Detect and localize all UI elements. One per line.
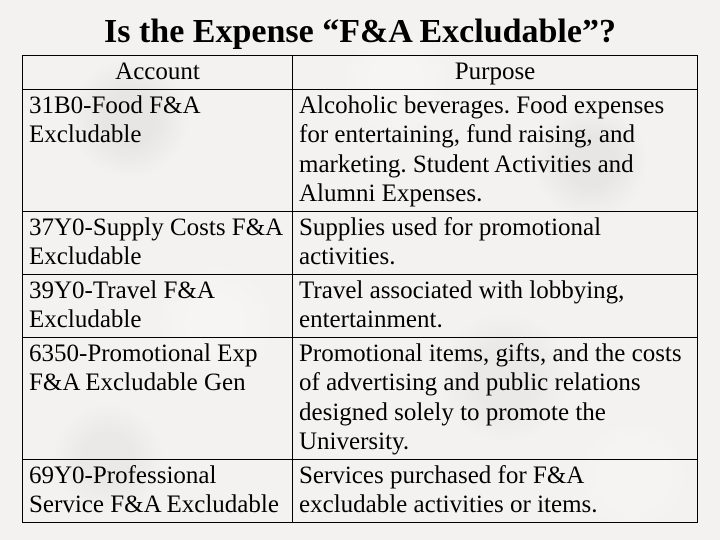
cell-account: 39Y0-Travel F&A Excludable bbox=[23, 274, 293, 337]
table-row: 37Y0-Supply Costs F&A Excludable Supplie… bbox=[23, 211, 698, 274]
table-row: 69Y0-Professional Service F&A Excludable… bbox=[23, 459, 698, 522]
expense-table: Account Purpose 31B0-Food F&A Excludable… bbox=[22, 55, 698, 523]
cell-purpose: Supplies used for promotional activities… bbox=[293, 211, 698, 274]
page-title: Is the Expense “F&A Excludable”? bbox=[22, 12, 698, 51]
table-row: 39Y0-Travel F&A Excludable Travel associ… bbox=[23, 274, 698, 337]
slide: Is the Expense “F&A Excludable”? Account… bbox=[0, 0, 720, 540]
col-header-account: Account bbox=[23, 56, 293, 90]
cell-purpose: Travel associated with lobbying, enterta… bbox=[293, 274, 698, 337]
cell-purpose: Alcoholic beverages. Food expenses for e… bbox=[293, 89, 698, 211]
cell-account: 69Y0-Professional Service F&A Excludable bbox=[23, 459, 293, 522]
table-row: 6350-Promotional Exp F&A Excludable Gen … bbox=[23, 337, 698, 459]
cell-purpose: Promotional items, gifts, and the costs … bbox=[293, 337, 698, 459]
table-header-row: Account Purpose bbox=[23, 56, 698, 90]
cell-account: 37Y0-Supply Costs F&A Excludable bbox=[23, 211, 293, 274]
col-header-purpose: Purpose bbox=[293, 56, 698, 90]
cell-account: 31B0-Food F&A Excludable bbox=[23, 89, 293, 211]
cell-purpose: Services purchased for F&A excludable ac… bbox=[293, 459, 698, 522]
table-row: 31B0-Food F&A Excludable Alcoholic bever… bbox=[23, 89, 698, 211]
cell-account: 6350-Promotional Exp F&A Excludable Gen bbox=[23, 337, 293, 459]
